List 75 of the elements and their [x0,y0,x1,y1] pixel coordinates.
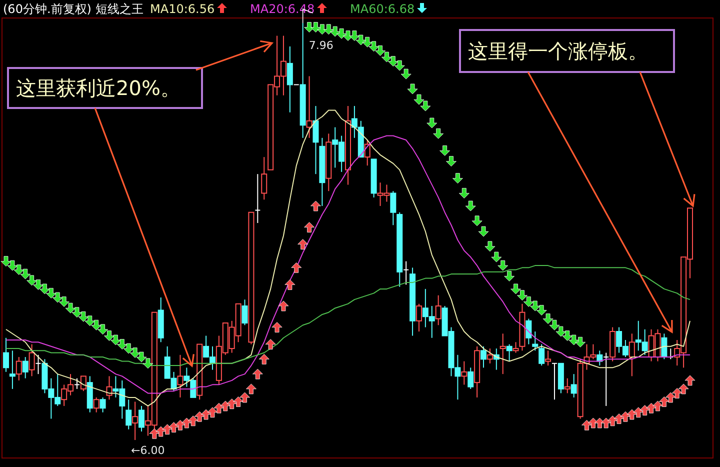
candlestick [286,46,293,113]
candlestick [254,174,261,224]
point [298,239,308,250]
point [233,396,244,407]
point [607,416,618,426]
text: MA10:6.56 [150,2,215,16]
point [162,424,173,435]
text: MA20:6.48 [250,2,315,16]
point [665,392,676,403]
point [207,407,218,418]
point [246,384,256,394]
point [194,411,205,422]
candlestick [345,105,351,186]
point [156,426,166,437]
point [594,418,605,428]
point [633,407,644,418]
point [304,222,314,232]
candlestick [16,356,22,381]
candlestick [300,22,306,138]
point [646,402,656,414]
annotation: 这里得一个涨停板。 [468,39,648,63]
point [640,405,650,416]
point [291,262,302,273]
point [678,384,689,394]
candlestick [9,350,16,390]
text: MA60:6.68 [350,2,415,16]
point [175,420,186,430]
point [652,400,663,412]
candlestick [435,294,442,326]
chart-title: (60分钟.前复权) 短线之王 [3,2,144,16]
candlestick [500,333,506,375]
point [265,339,276,350]
point [284,279,296,290]
point [672,388,682,398]
point [658,396,670,407]
point [310,200,321,212]
annotation: 7.96 [308,39,334,52]
point [149,428,160,439]
point [240,392,250,403]
point [588,418,598,428]
point [614,414,624,424]
candlestick [132,401,138,440]
point [181,418,192,428]
candlestick [570,374,577,398]
candlestick [86,376,93,413]
candlestick [126,399,132,430]
point [626,409,638,420]
candlestick [261,156,268,200]
candlestick [306,76,312,138]
candlestick [319,137,326,206]
point [278,300,289,312]
point [582,420,592,430]
point [252,368,263,380]
candlestick [410,267,416,336]
point [188,416,198,426]
candlestick [22,356,28,379]
candlestick [312,105,319,175]
point [620,411,631,422]
point [258,354,270,364]
point [214,402,224,414]
point [684,375,696,386]
annotation: ←6.00 [131,444,165,457]
candlestick [177,354,184,398]
point [600,418,612,428]
candlestick [326,133,332,192]
point [168,422,179,432]
point [226,398,238,410]
point [272,322,282,332]
point [220,400,231,412]
candlestick [628,333,635,377]
candlestick [461,360,468,386]
candlestick [403,260,410,286]
annotation: 这里获利近20%。 [16,76,180,100]
point [200,409,212,420]
candlestick [3,337,9,372]
